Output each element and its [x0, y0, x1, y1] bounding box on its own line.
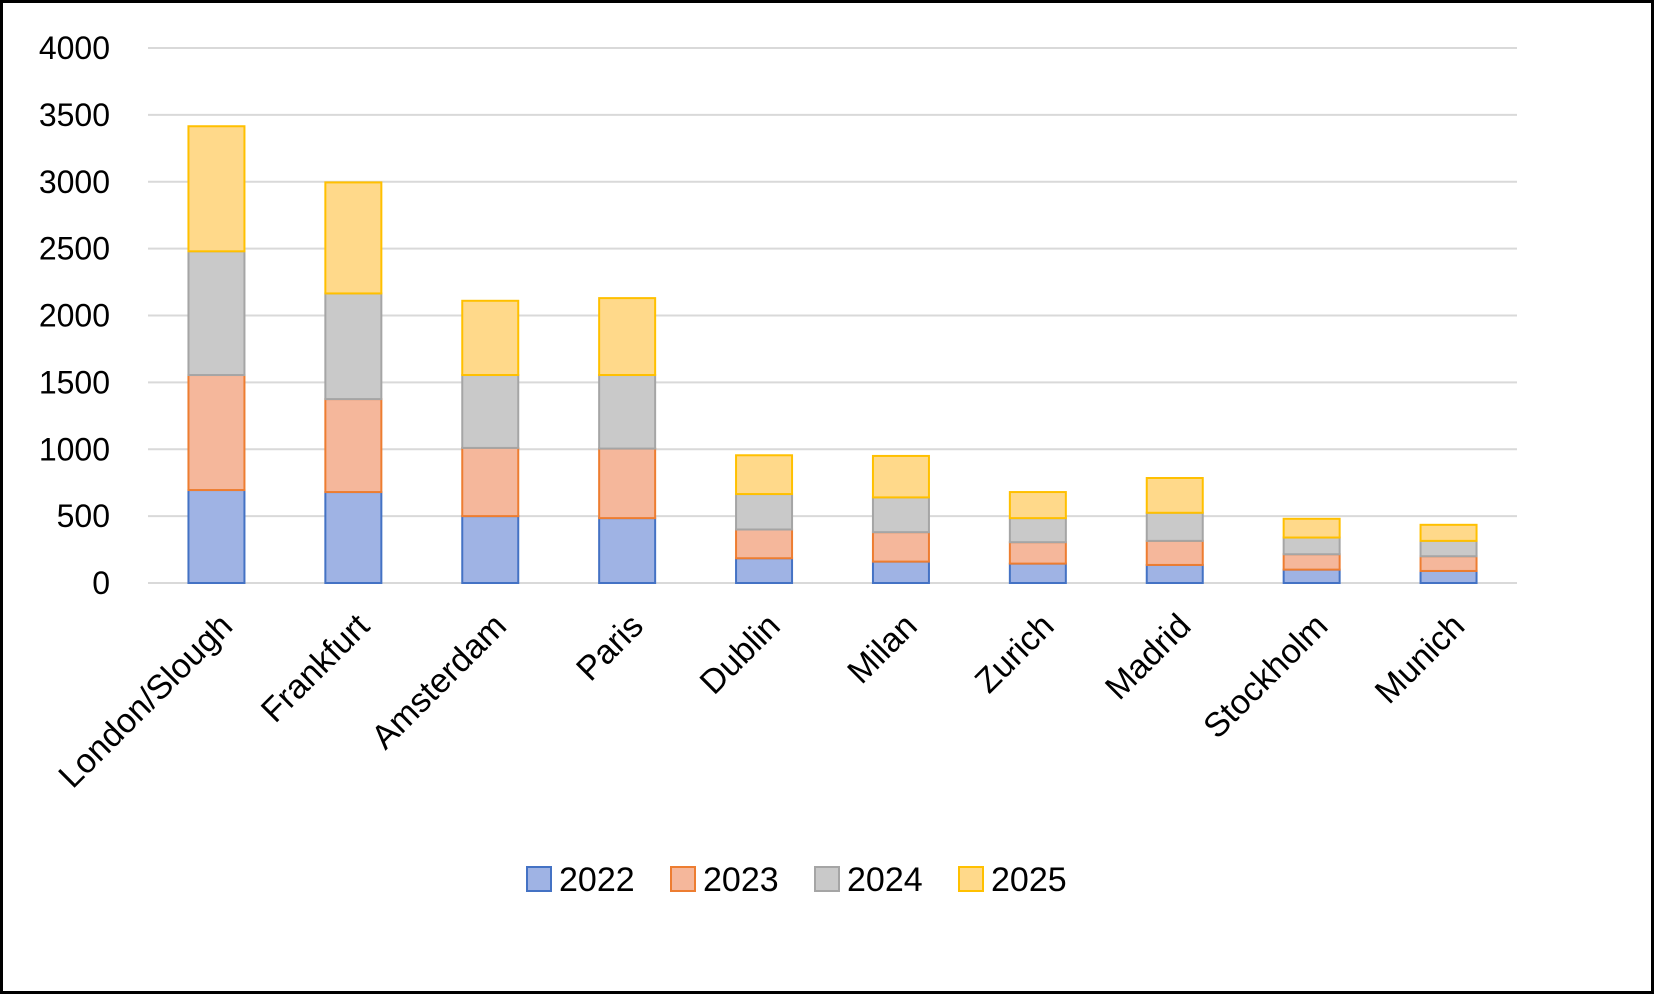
y-tick-label: 2500	[39, 231, 110, 267]
x-tick-label: Amsterdam	[364, 607, 514, 757]
bar-segment-2022	[1419, 569, 1478, 585]
bar-stack	[1008, 491, 1067, 585]
bar-segment-2025	[1145, 477, 1204, 514]
bars	[187, 125, 1478, 585]
legend-item-2023: 2023	[670, 861, 779, 899]
bar-segment-2024	[1145, 511, 1204, 542]
legend-label: 2023	[703, 861, 779, 899]
x-tick-label: Zurich	[968, 607, 1062, 701]
bar-segment-2024	[735, 493, 794, 531]
x-tick-label: Munich	[1368, 607, 1472, 711]
legend-item-2024: 2024	[814, 861, 923, 899]
bar-stack	[871, 454, 930, 584]
y-tick-label: 4000	[39, 30, 110, 66]
legend-item-2025: 2025	[958, 861, 1067, 899]
x-tick-label: Milan	[840, 607, 924, 691]
bar-stack	[187, 125, 246, 585]
y-tick-label: 0	[92, 565, 110, 601]
bar-segment-2025	[324, 181, 383, 295]
y-tick-label: 2000	[39, 298, 110, 334]
bar-stack	[461, 299, 520, 584]
legend-label: 2022	[559, 861, 635, 899]
bar-segment-2024	[1419, 539, 1478, 558]
bar-segment-2023	[1419, 555, 1478, 572]
y-tick-label: 3000	[39, 164, 110, 200]
legend: 2022 2023 2024 2025	[526, 861, 1067, 899]
bar-segment-2025	[735, 454, 794, 496]
bar-segment-2022	[1145, 563, 1204, 584]
bar-stack	[1145, 477, 1204, 584]
bar-segment-2023	[324, 398, 383, 494]
y-tick-label: 3500	[39, 97, 110, 133]
legend-label: 2024	[847, 861, 923, 899]
bar-segment-2023	[1282, 553, 1341, 571]
bar-segment-2024	[1008, 517, 1067, 544]
bar-stack	[598, 297, 657, 584]
bar-segment-2023	[1145, 539, 1204, 566]
bar-segment-2023	[187, 374, 246, 492]
x-tick-label: Frankfurt	[254, 606, 377, 729]
legend-swatch	[670, 866, 696, 892]
bar-segment-2022	[187, 489, 246, 585]
bar-segment-2023	[735, 528, 794, 560]
bar-segment-2024	[187, 250, 246, 377]
y-axis-tick-labels: 0 500 1000 1500 2000 2500 3000 3500 4000	[39, 30, 110, 601]
legend-swatch	[526, 866, 552, 892]
x-tick-label: London/Slough	[51, 607, 240, 796]
y-tick-label: 1500	[39, 364, 110, 400]
bar-segment-2025	[1419, 523, 1478, 542]
bar-segment-2023	[461, 446, 520, 518]
bar-stack	[1419, 523, 1478, 585]
x-tick-label: Paris	[569, 607, 651, 689]
legend-swatch	[958, 866, 984, 892]
y-tick-label: 1000	[39, 431, 110, 467]
stacked-bar-chart: 0 500 1000 1500 2000 2500 3000 3500 4000 London/…	[39, 30, 1517, 899]
legend-item-2022: 2022	[526, 861, 635, 899]
bar-segment-2024	[871, 496, 930, 534]
bar-segment-2025	[461, 299, 520, 377]
bar-segment-2024	[1282, 536, 1341, 556]
bar-segment-2025	[1282, 517, 1341, 539]
bar-segment-2022	[1008, 562, 1067, 585]
bar-segment-2024	[461, 374, 520, 449]
bar-segment-2025	[187, 125, 246, 253]
x-tick-label: Madrid	[1098, 607, 1198, 707]
bar-segment-2023	[598, 447, 657, 520]
bar-segment-2022	[461, 515, 520, 584]
legend-swatch	[814, 866, 840, 892]
bar-segment-2024	[324, 292, 383, 401]
bar-segment-2022	[735, 557, 794, 584]
bar-stack	[735, 454, 794, 584]
bar-segment-2022	[598, 517, 657, 584]
bar-segment-2022	[871, 560, 930, 584]
bar-segment-2023	[871, 531, 930, 563]
bar-segment-2022	[324, 491, 383, 584]
x-tick-label: Stockholm	[1196, 607, 1335, 746]
x-tick-label: Dublin	[693, 607, 788, 702]
y-tick-label: 500	[57, 498, 110, 534]
bar-segment-2024	[598, 374, 657, 450]
bar-stack	[324, 181, 383, 584]
bar-segment-2025	[871, 454, 930, 499]
bar-segment-2025	[598, 297, 657, 377]
legend-label: 2025	[991, 861, 1067, 899]
bar-segment-2022	[1282, 568, 1341, 584]
bar-stack	[1282, 517, 1341, 584]
bar-segment-2025	[1008, 491, 1067, 520]
bar-segment-2023	[1008, 541, 1067, 565]
